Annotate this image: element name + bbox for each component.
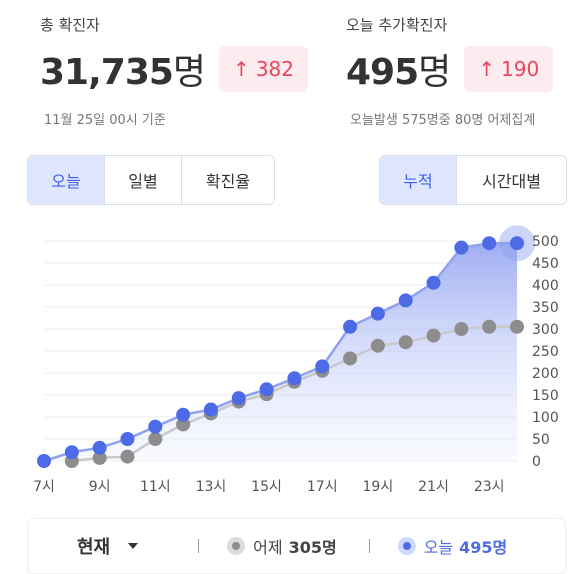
x-tick-label: 21시: [418, 479, 449, 495]
total-cases-block: 총 확진자 31,735명 ↑ 382 11월 25일 00시 기준: [40, 14, 308, 128]
y-tick-label: 250: [532, 344, 559, 360]
y-tick-label: 100: [532, 410, 559, 426]
tab-today[interactable]: 오늘: [28, 156, 104, 204]
yesterday-point: [343, 351, 358, 366]
yesterday-point: [454, 322, 469, 336]
x-tick-label: 17시: [307, 479, 338, 495]
today-cases-label: 오늘 추가확진자: [346, 16, 448, 34]
y-tick-label: 0: [532, 454, 541, 470]
yesterday-point: [120, 449, 135, 464]
legend-yesterday[interactable]: 어제 305명: [227, 534, 337, 558]
today-cases-block: 오늘 추가확진자 495명 ↑ 190 오늘발생 575명중 80명 어제집계: [346, 14, 554, 128]
y-tick-label: 450: [532, 256, 559, 272]
legend-yesterday-label: 어제: [253, 538, 283, 557]
yesterday-point: [370, 338, 385, 353]
today-cases-note: 오늘발생 575명중 80명 어제집계: [350, 113, 536, 128]
total-delta-value: 382: [255, 57, 294, 81]
today-point: [482, 236, 497, 251]
chart-legend-bar: 현재 어제 305명 오늘 495명: [28, 518, 566, 574]
y-tick-label: 50: [532, 432, 550, 448]
period-tabs: 오늘 일별 확진율: [27, 155, 275, 205]
legend-today-value: 495명: [459, 538, 508, 557]
yesterday-point: [482, 319, 497, 334]
today-point: [454, 240, 469, 255]
up-arrow-icon: ↑: [233, 57, 250, 81]
today-point: [148, 419, 163, 434]
today-point: [92, 440, 107, 455]
yesterday-point: [398, 335, 413, 350]
divider: [198, 539, 200, 553]
y-tick-label: 150: [532, 388, 559, 404]
legend-yesterday-value: 305명: [288, 538, 337, 557]
today-point: [287, 371, 302, 386]
hourly-cases-chart: 0 50 100 150 200 250 300 350 400 450 500 7시 9시 11시 13…: [33, 225, 559, 495]
today-point: [37, 454, 51, 468]
legend-today-label: 오늘: [423, 538, 454, 557]
chevron-down-icon: [128, 543, 139, 549]
x-tick-label: 19시: [363, 479, 394, 495]
today-point: [343, 319, 358, 334]
chart-y-ticks: 0 50 100 150 200 250 300 350 400 450 500: [532, 234, 559, 470]
yesterday-point: [510, 319, 524, 334]
today-delta-value: 190: [501, 57, 540, 81]
legend-today[interactable]: 오늘 495명: [397, 534, 508, 558]
chart-x-ticks: 7시 9시 11시 13시 15시 17시 19시 21시 23시: [33, 479, 504, 495]
yesterday-point: [148, 432, 163, 446]
divider: [368, 539, 370, 553]
gray-dot-icon: [227, 537, 246, 555]
blue-dot-icon: [397, 537, 416, 555]
tab-rate[interactable]: 확진율: [181, 156, 274, 204]
y-tick-label: 500: [532, 234, 559, 250]
x-tick-label: 23시: [474, 479, 505, 495]
yesterday-point: [92, 450, 107, 465]
today-point: [64, 445, 79, 460]
dropdown-label: 현재: [77, 537, 111, 558]
total-delta-badge: ↑ 382: [219, 46, 308, 92]
yesterday-point: [176, 417, 191, 432]
today-point: [510, 236, 524, 251]
today-point: [231, 391, 246, 406]
today-point: [259, 382, 274, 397]
time-dropdown[interactable]: 현재: [77, 533, 139, 559]
mode-tabs: 누적 시간대별: [379, 155, 567, 205]
today-point: [398, 293, 413, 308]
today-point: [120, 432, 135, 446]
today-cases-value: 495명: [346, 52, 451, 93]
y-tick-label: 300: [532, 322, 559, 338]
x-tick-label: 13시: [196, 479, 227, 495]
today-point: [426, 275, 441, 290]
x-tick-label: 9시: [89, 479, 111, 495]
tab-hourly[interactable]: 시간대별: [456, 156, 566, 204]
y-tick-label: 350: [532, 300, 559, 316]
tab-daily[interactable]: 일별: [104, 156, 181, 204]
total-cases-timestamp: 11월 25일 00시 기준: [44, 113, 166, 128]
x-tick-label: 15시: [251, 479, 282, 495]
yesterday-point: [426, 328, 441, 343]
y-tick-label: 400: [532, 278, 559, 294]
today-point: [203, 402, 218, 417]
today-point: [370, 306, 385, 321]
today-point: [315, 359, 330, 374]
x-tick-label: 7시: [33, 479, 55, 495]
total-cases-label: 총 확진자: [40, 16, 100, 34]
x-tick-label: 11시: [140, 479, 171, 495]
today-delta-badge: ↑ 190: [464, 46, 554, 92]
today-point: [176, 407, 191, 422]
y-tick-label: 200: [532, 366, 559, 382]
chart-area: [44, 243, 517, 461]
chart-points: [37, 225, 535, 468]
tab-cumulative[interactable]: 누적: [380, 156, 456, 204]
today-area-fill: [44, 243, 517, 461]
up-arrow-icon: ↑: [478, 57, 496, 81]
total-cases-value: 31,735명: [40, 52, 206, 93]
